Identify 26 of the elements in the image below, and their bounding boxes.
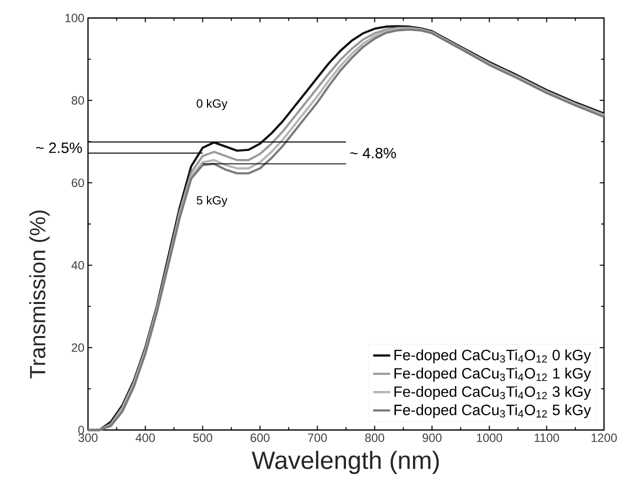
legend-label: Fe-doped CaCu$_{3}$Ti$_{4}$O$_{12}$ 1 kGy — [394, 368, 592, 382]
text: ~ 2.5% — [36, 142, 82, 154]
x-tick-label: 300 — [78, 434, 98, 442]
y-tick-label: 20 — [72, 343, 84, 352]
y-axis-title: Transmission (%) — [29, 210, 50, 378]
x-tick-label: 1000 — [476, 434, 502, 442]
y-tick-label: 100 — [65, 14, 84, 22]
legend-label: Fe-doped CaCu$_{3}$Ti$_{4}$O$_{12}$ 0 kGy — [394, 349, 592, 364]
x-tick-label: 800 — [365, 434, 384, 442]
y-tick-label: 40 — [71, 260, 84, 270]
x-tick-label: 700 — [308, 434, 327, 442]
x-tick-label: 1100 — [534, 434, 560, 442]
y-tick-label: 60 — [72, 178, 84, 188]
x-tick-label: 1200 — [592, 434, 617, 442]
legend-label: Fe-doped CaCu$_{3}$Ti$_{4}$O$_{12}$ 5 kGy — [394, 404, 592, 418]
annotation: ~ 4.8% — [350, 148, 396, 158]
x-tick-label: 900 — [422, 434, 442, 442]
x-tick-label: 500 — [193, 434, 212, 442]
x-tick-label: 400 — [136, 434, 155, 442]
annotation: 5 kGy — [196, 196, 228, 207]
legend-label: Fe-doped CaCu$_{3}$Ti$_{4}$O$_{12}$ 3 kGy — [394, 386, 592, 400]
y-tick-label: 80 — [72, 96, 84, 105]
annotation: 0 kGy — [196, 98, 228, 110]
y-tick-label: 0 — [78, 426, 84, 434]
x-axis-title: Wavelength (nm) — [252, 450, 439, 474]
x-tick-label: 600 — [250, 434, 270, 442]
